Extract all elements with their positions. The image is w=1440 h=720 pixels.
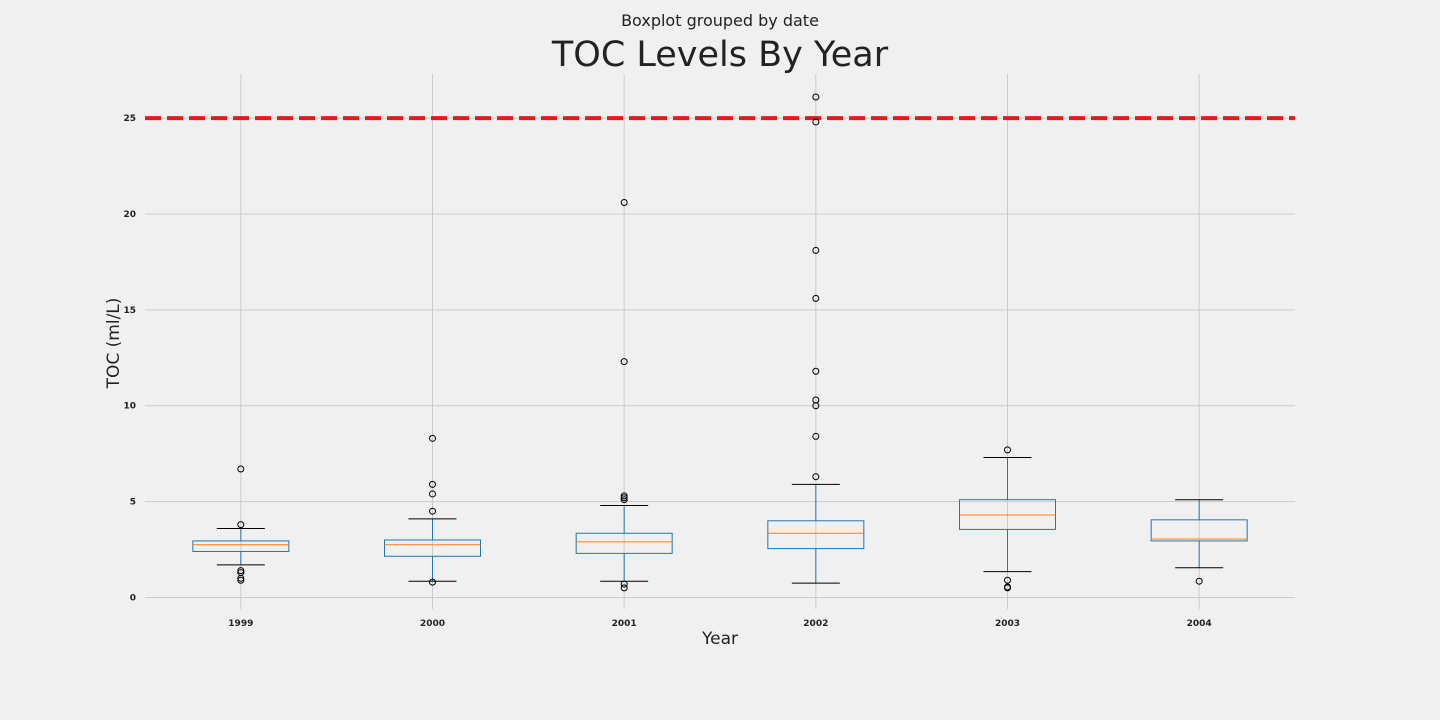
y-tick-label: 0: [130, 593, 136, 603]
box-group: [767, 93, 865, 584]
outlier-point: [620, 584, 628, 592]
box: [767, 520, 865, 550]
box: [384, 539, 481, 557]
outlier-point: [1004, 584, 1011, 592]
box: [192, 540, 290, 552]
grid-layer: [145, 74, 1295, 609]
outlier-point: [620, 198, 628, 206]
x-axis-label: Year: [701, 629, 738, 649]
y-tick-label: 10: [123, 402, 136, 412]
outlier-point: [620, 492, 628, 500]
outlier-point: [812, 432, 820, 440]
y-tick-label: 5: [130, 498, 136, 508]
outlier-point: [429, 480, 436, 488]
outlier-point: [812, 402, 820, 410]
x-tick-label: 1999: [228, 619, 253, 629]
y-tick-label: 15: [123, 306, 136, 316]
outlier-point: [812, 246, 820, 254]
outlier-point: [237, 521, 245, 529]
x-tick-label: 2001: [612, 619, 637, 629]
y-tick-label: 25: [123, 114, 136, 124]
plot-layer: [145, 93, 1295, 592]
chart-title: TOC Levels By Year: [551, 35, 889, 75]
outlier-point: [1004, 446, 1011, 454]
outlier-point: [620, 580, 628, 588]
box-group: [1150, 499, 1248, 585]
box-group: [959, 446, 1056, 592]
y-axis-label: TOC (ml/L): [104, 298, 124, 390]
outlier-point: [237, 574, 245, 582]
box: [1150, 519, 1248, 542]
outlier-point: [812, 294, 820, 302]
outlier-point: [237, 567, 245, 575]
outlier-point: [620, 494, 628, 502]
box-group: [384, 434, 481, 586]
outlier-point: [812, 93, 820, 101]
outlier-point: [429, 578, 436, 586]
box-group: [192, 465, 290, 584]
outlier-point: [237, 576, 245, 584]
chart-suptitle: Boxplot grouped by date: [621, 11, 819, 30]
box: [575, 532, 673, 554]
outlier-point: [429, 490, 436, 498]
x-tick-label: 2002: [803, 619, 828, 629]
tick-layer: 0 5 10 15 20 25 1999 2000 2001 2002 2003 2004: [123, 114, 1211, 629]
outlier-point: [1004, 576, 1011, 584]
x-tick-label: 2003: [995, 619, 1020, 629]
x-tick-label: 2004: [1187, 619, 1212, 629]
outlier-point: [429, 434, 436, 442]
box-group: [575, 198, 673, 592]
y-tick-label: 20: [123, 210, 136, 220]
outlier-point: [620, 358, 628, 366]
outlier-point: [429, 507, 436, 515]
outlier-point: [812, 118, 820, 126]
outlier-point: [1195, 577, 1203, 585]
outlier-point: [237, 465, 245, 473]
outlier-point: [812, 473, 820, 481]
outlier-point: [620, 496, 628, 504]
x-tick-label: 2000: [420, 619, 445, 629]
outlier-point: [812, 367, 820, 375]
